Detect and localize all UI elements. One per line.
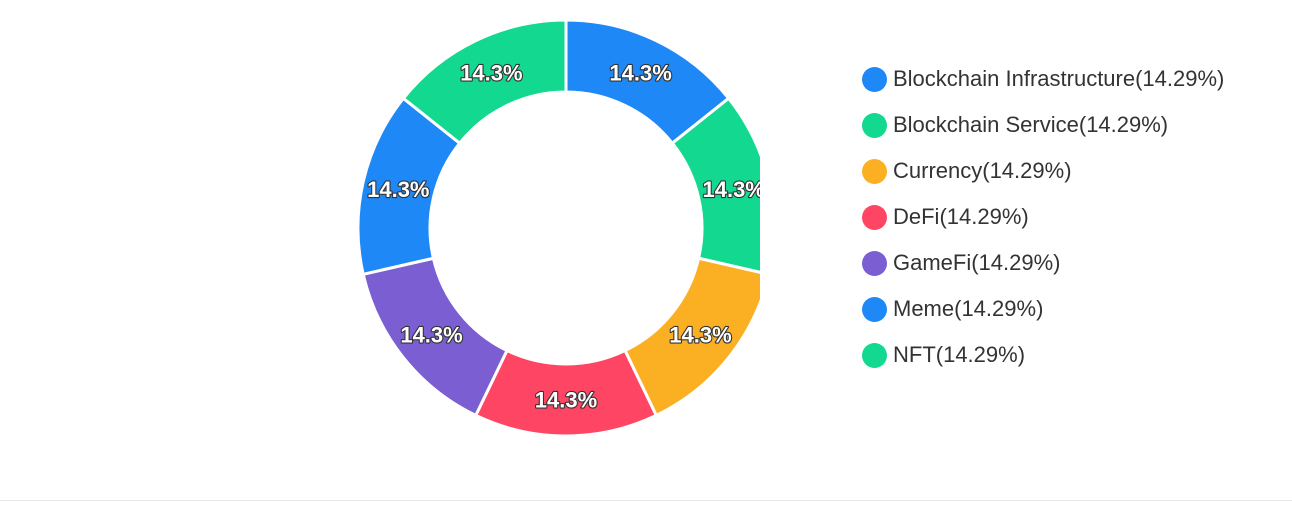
legend-item-defi[interactable]: DeFi(14.29%)	[862, 194, 1224, 240]
data-label-nft: 14.3%	[460, 61, 522, 86]
legend-label: Meme(14.29%)	[893, 296, 1044, 321]
legend-label: Blockchain Service(14.29%)	[893, 112, 1169, 137]
legend-swatch	[862, 112, 887, 138]
legend-label: DeFi(14.29%)	[893, 204, 1029, 229]
chart-legend: Blockchain Infrastructure(14.29%) Blockc…	[862, 56, 1224, 378]
legend-swatch	[862, 250, 887, 276]
legend-item-gamefi[interactable]: GameFi(14.29%)	[862, 240, 1224, 286]
slices-layer	[356, 18, 760, 438]
legend-swatch	[862, 296, 887, 322]
data-label-currency: 14.3%	[669, 323, 731, 348]
data-label-blockchain-infrastructure: 14.3%	[609, 61, 671, 86]
legend-swatch	[862, 342, 887, 368]
legend-label: NFT(14.29%)	[893, 342, 1026, 367]
donut-slice-nft[interactable]	[401, 18, 568, 145]
legend-swatch	[862, 66, 887, 92]
legend-item-blockchain-service[interactable]: Blockchain Service(14.29%)	[862, 102, 1224, 148]
legend-label: Blockchain Infrastructure(14.29%)	[893, 66, 1225, 91]
legend-label: GameFi(14.29%)	[893, 250, 1061, 275]
donut-slice-blockchain-service[interactable]	[670, 96, 760, 274]
legend-item-nft[interactable]: NFT(14.29%)	[862, 332, 1224, 378]
data-label-gamefi: 14.3%	[400, 323, 462, 348]
legend-label: Currency(14.29%)	[893, 158, 1072, 183]
data-labels-layer: 14.3% 14.3% 14.3% 14.3% 14.3% 14.3% 14.3%	[366, 59, 760, 413]
donut-chart-svg: 14.3% 14.3% 14.3% 14.3% 14.3% 14.3% 14.3%	[356, 18, 760, 438]
data-label-defi: 14.3%	[535, 388, 597, 413]
data-label-meme: 14.3%	[367, 177, 429, 202]
legend-swatch	[862, 158, 887, 184]
legend-item-currency[interactable]: Currency(14.29%)	[862, 148, 1224, 194]
legend-item-meme[interactable]: Meme(14.29%)	[862, 286, 1224, 332]
legend-item-blockchain-infrastructure[interactable]: Blockchain Infrastructure(14.29%)	[862, 56, 1224, 102]
legend-swatch	[862, 204, 887, 230]
data-label-blockchain-service: 14.3%	[702, 177, 760, 202]
bottom-divider	[0, 500, 1292, 501]
